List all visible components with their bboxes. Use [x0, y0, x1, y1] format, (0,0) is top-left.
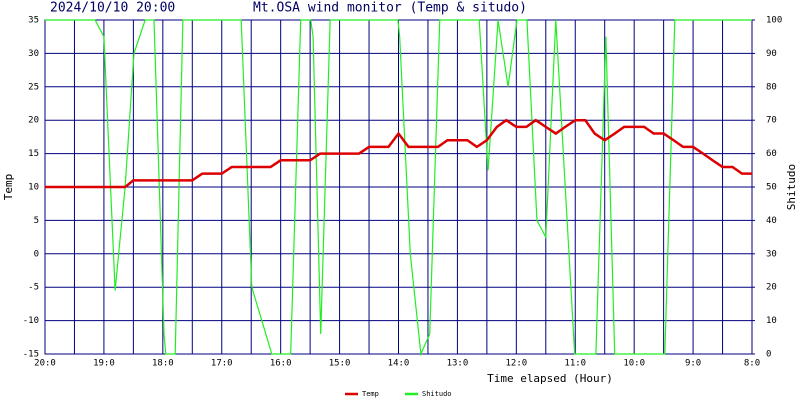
y2-tick-label: 80: [766, 82, 777, 92]
x-axis-label: Time elapsed (Hour): [487, 372, 613, 385]
y2-tick-label: 70: [766, 116, 777, 126]
y2-tick-label: 40: [766, 216, 777, 226]
x-tick-label: 13:0: [447, 359, 469, 369]
y2-axis-label: Shitudo: [785, 164, 798, 210]
series-line: [45, 118, 752, 189]
y2-tick-label: 20: [766, 283, 777, 293]
x-tick-label: 9:0: [685, 359, 701, 369]
legend-label: Shitudo: [422, 390, 452, 398]
x-tick-label: 15:0: [329, 359, 351, 369]
chart-date: 2024/10/10 20:00: [50, 1, 175, 16]
y-tick-label: 20: [28, 116, 39, 126]
y-tick-label: 25: [28, 82, 39, 92]
y2-tick-label: 90: [766, 49, 777, 59]
y-tick-label: 10: [28, 183, 39, 193]
x-tick-label: 14:0: [388, 359, 410, 369]
x-tick-label: 18:0: [152, 359, 174, 369]
y-tick-label: 5: [34, 216, 39, 226]
series-line: [45, 19, 752, 357]
x-tick-label: 16:0: [270, 359, 292, 369]
x-tick-label: 17:0: [211, 359, 233, 369]
x-tick-label: 19:0: [93, 359, 115, 369]
y2-tick-label: 10: [766, 316, 777, 326]
x-tick-label: 12:0: [505, 359, 527, 369]
y2-tick-label: 0: [766, 350, 771, 360]
y-tick-label: 15: [28, 149, 39, 159]
y-tick-label: 0: [34, 249, 39, 259]
y-tick-label: -10: [23, 316, 39, 326]
x-tick-label: 11:0: [564, 359, 586, 369]
y2-tick-label: 100: [766, 16, 782, 26]
x-tick-label: 8:0: [744, 359, 760, 369]
y2-tick-label: 50: [766, 183, 777, 193]
y2-tick-label: 60: [766, 149, 777, 159]
y-tick-label: -15: [23, 350, 39, 360]
legend-label: Temp: [362, 390, 379, 398]
y-tick-label: -5: [28, 283, 39, 293]
x-tick-label: 10:0: [623, 359, 645, 369]
y-tick-label: 35: [28, 16, 39, 26]
x-tick-label: 20:0: [34, 359, 56, 369]
chart-title: Mt.OSA wind monitor (Temp & situdo): [253, 1, 527, 16]
y-tick-label: 30: [28, 49, 39, 59]
y2-tick-label: 30: [766, 249, 777, 259]
y-axis-label: Temp: [2, 174, 15, 201]
